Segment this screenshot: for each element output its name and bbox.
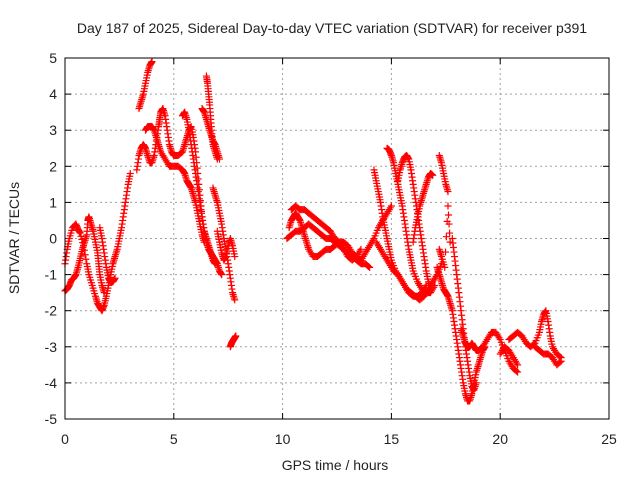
data-point-track-x: [513, 367, 521, 375]
data-point-isolated: [444, 202, 452, 210]
tick-labels: 0 5 10 15 20 25 -5 -4 -3 -2 -1 0 1 2 3 4 5: [45, 50, 617, 447]
x-tick-label: 25: [601, 431, 617, 447]
data-point-track-k: [231, 253, 239, 261]
y-tick-label: 3: [49, 122, 57, 138]
x-tick-label: 20: [492, 431, 508, 447]
data-point-track-b: [100, 289, 108, 297]
data-point-track-t: [429, 171, 437, 179]
data-point-track-m: [387, 202, 395, 210]
y-tick-label: -2: [45, 303, 58, 319]
data-point-track-g: [218, 271, 226, 279]
y-tick-label: -4: [45, 375, 58, 391]
x-tick-label: 5: [170, 431, 178, 447]
data-point-track-aa: [514, 361, 522, 369]
x-tick-label: 0: [61, 431, 69, 447]
data-point-track-e: [148, 58, 156, 66]
data-point-track-c: [111, 274, 119, 282]
data-point-isolated: [446, 229, 454, 237]
data-point-track-z: [556, 358, 564, 366]
y-tick-label: 0: [49, 231, 57, 247]
data-point-isolated: [442, 248, 450, 256]
data-point-isolated: [445, 220, 453, 228]
data-point-track-j: [231, 296, 239, 304]
data-point-track-n: [365, 262, 373, 270]
data-point-track-x: [514, 368, 522, 376]
y-tick-label: 4: [49, 86, 57, 102]
data-point-isolated: [445, 211, 453, 219]
data-point-track-o: [357, 245, 365, 253]
data-point-track-a: [81, 251, 89, 259]
data-point-track-w: [472, 379, 480, 387]
plot-frame: [64, 57, 610, 420]
chart-title: Day 187 of 2025, Sidereal Day-to-day VTE…: [77, 20, 587, 36]
y-tick-label: 5: [49, 50, 57, 66]
data-point-isolated: [442, 233, 450, 241]
x-tick-label: 15: [384, 431, 400, 447]
x-axis-label: GPS time / hours: [282, 457, 389, 473]
data-point-track-l: [232, 332, 240, 340]
y-axis-label: SDTVAR / TECUs: [6, 182, 22, 294]
y-tick-label: -5: [45, 411, 58, 427]
x-tick-label: 10: [275, 431, 291, 447]
data-point-isolated: [446, 238, 454, 246]
data-point-track-a: [82, 255, 90, 263]
y-tick-label: -1: [45, 267, 58, 283]
data-point-track-i: [213, 155, 221, 163]
y-tick-label: -3: [45, 339, 58, 355]
y-tick-label: 1: [49, 194, 57, 210]
data-point-track-a: [76, 229, 84, 237]
data-point-track-z: [557, 357, 565, 365]
data-point-track-n: [366, 263, 374, 271]
y-tick-label: 2: [49, 158, 57, 174]
data-point-track-a: [126, 170, 134, 178]
data-point-track-u: [444, 188, 452, 196]
data-point-isolated: [441, 263, 449, 271]
data-points: [61, 58, 565, 405]
